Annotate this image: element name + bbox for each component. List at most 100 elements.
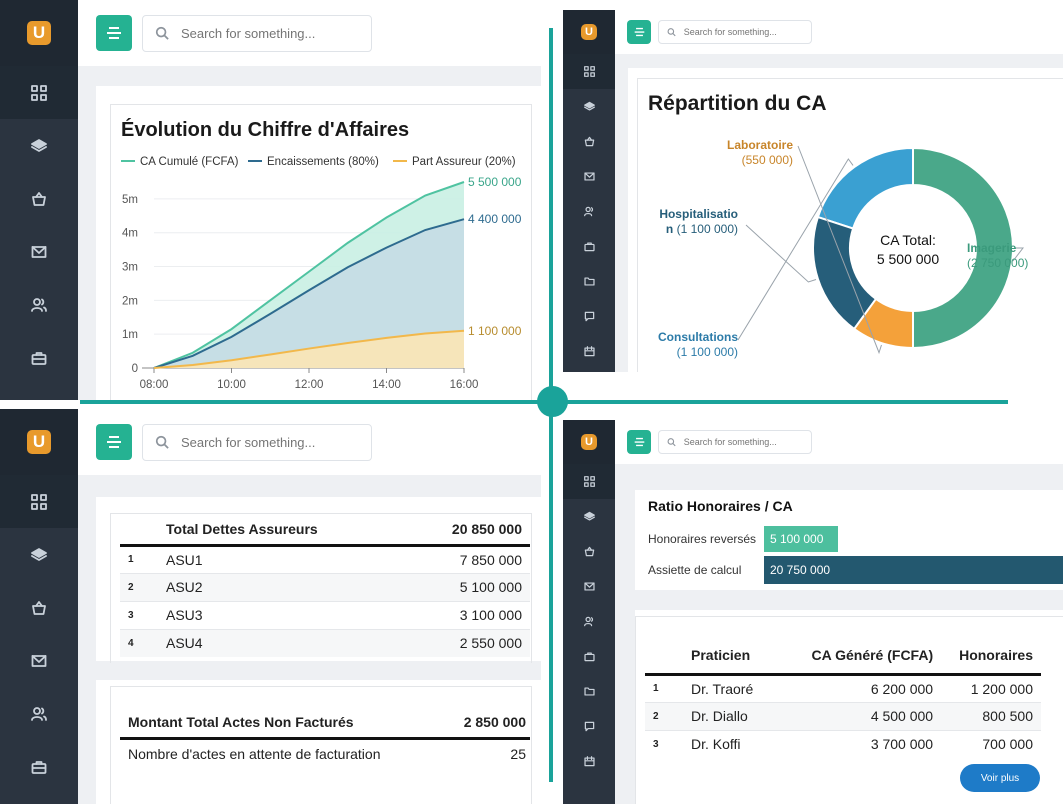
- nav-dashboard[interactable]: [0, 475, 78, 528]
- assureur-amount: 2 550 000: [459, 635, 522, 652]
- nav-users[interactable]: [0, 278, 78, 331]
- table-row: Nombre d'actes en attente de facturation…: [120, 738, 530, 768]
- nav-users[interactable]: [563, 604, 615, 639]
- nav-basket[interactable]: [0, 172, 78, 225]
- nav-mail[interactable]: [563, 159, 615, 194]
- sidebar: U: [0, 409, 78, 804]
- search-input[interactable]: [683, 437, 803, 447]
- table-row: 3 Dr. Koffi 3 700 000 700 000: [645, 730, 1041, 758]
- nav-dashboard[interactable]: [0, 66, 78, 119]
- table-row: 2 Dr. Diallo 4 500 000 800 500: [645, 702, 1041, 730]
- assureur-amount: 7 850 000: [459, 551, 522, 568]
- menu-toggle-button[interactable]: [627, 20, 651, 44]
- logo-area[interactable]: U: [0, 0, 78, 66]
- x-tick-label: 12:00: [295, 379, 324, 391]
- sidebar: U: [0, 0, 78, 400]
- menu-toggle-button[interactable]: [627, 430, 651, 454]
- nav-layers[interactable]: [563, 499, 615, 534]
- nav-mail[interactable]: [0, 225, 78, 278]
- briefcase-icon: [31, 351, 47, 365]
- nav-users[interactable]: [563, 194, 615, 229]
- basket-icon: [584, 136, 594, 147]
- sidebar: U: [563, 10, 615, 372]
- y-tick-label: 5m: [122, 194, 138, 206]
- dettes-frame: [110, 513, 532, 663]
- nav-users[interactable]: [0, 687, 78, 740]
- folder-icon: [583, 687, 595, 696]
- nav-mail[interactable]: [0, 634, 78, 687]
- dettes-card: Total Dettes Assureurs 20 850 000 1 ASU1 7…: [96, 497, 541, 663]
- search-icon: [667, 28, 676, 37]
- praticien-header: Praticien: [691, 647, 751, 664]
- search-input[interactable]: [180, 434, 359, 450]
- nav-layers[interactable]: [0, 119, 78, 172]
- search-input[interactable]: [180, 25, 359, 41]
- nav-layers[interactable]: [563, 89, 615, 124]
- nav-folder[interactable]: [563, 264, 615, 299]
- nav-calendar[interactable]: [563, 334, 615, 369]
- topbar: [615, 10, 1063, 54]
- logo-area[interactable]: U: [563, 10, 615, 54]
- ratio-row: Assiette de calcul 20 750 000: [648, 556, 1063, 584]
- nav-folder[interactable]: [563, 674, 615, 709]
- dashboard-icon: [583, 476, 595, 487]
- donut-slice: [852, 297, 914, 350]
- nav-briefcase[interactable]: [563, 639, 615, 674]
- actes-card: Montant Total Actes Non Facturés 2 850 0…: [96, 680, 541, 804]
- ratio-bar-track: 20 750 000: [764, 556, 1063, 584]
- logo-area[interactable]: U: [563, 420, 615, 464]
- honoraires-header: Honoraires: [959, 647, 1033, 664]
- nav-layers[interactable]: [0, 528, 78, 581]
- nav-briefcase[interactable]: [0, 740, 78, 793]
- label-hospitalisation-value: (1 100 000): [676, 222, 738, 236]
- label-hospitalisation-name: Hospitalisatio: [659, 207, 738, 221]
- praticien-name: Dr. Traoré: [691, 680, 754, 697]
- chart-title: Évolution du Chiffre d'Affaires: [121, 118, 409, 141]
- search-input[interactable]: [683, 27, 803, 37]
- label-laboratoire-name: Laboratoire: [726, 138, 793, 152]
- ca-evolution-chart: Évolution du Chiffre d'Affaires CA Cumulé…: [121, 118, 522, 391]
- y-tick-label: 3m: [122, 262, 138, 274]
- nav-chat[interactable]: [563, 709, 615, 744]
- search-bar[interactable]: [142, 14, 372, 52]
- nav-briefcase[interactable]: [0, 331, 78, 384]
- ratio-row: Honoraires reversés 5 100 000: [648, 526, 1063, 552]
- topbar: [78, 0, 541, 66]
- dettes-total-value: 20 850 000: [451, 520, 522, 537]
- leader-line: [745, 224, 817, 283]
- leader-line: [1012, 247, 1025, 262]
- series-line: [153, 181, 465, 369]
- chat-icon: [584, 311, 594, 322]
- calendar-icon: [583, 756, 595, 767]
- nav-basket[interactable]: [563, 124, 615, 159]
- index-header: [645, 638, 691, 674]
- nav-dashboard[interactable]: [563, 464, 615, 499]
- assureur-amount: 5 100 000: [459, 579, 522, 595]
- voir-plus-button[interactable]: Voir plus: [960, 764, 1040, 792]
- nav-chat[interactable]: [563, 299, 615, 334]
- ca-header: CA Généré (FCFA): [811, 647, 934, 664]
- nav-dashboard[interactable]: [563, 54, 615, 89]
- dettes-total-label: Total Dettes Assureurs: [166, 520, 318, 537]
- nav-calendar[interactable]: [563, 744, 615, 779]
- y-tick-label: 4m: [122, 228, 138, 240]
- search-bar[interactable]: [658, 430, 812, 454]
- menu-toggle-button[interactable]: [96, 15, 132, 51]
- nav-mail[interactable]: [563, 569, 615, 604]
- nav-briefcase[interactable]: [563, 229, 615, 264]
- briefcase-icon: [583, 652, 595, 662]
- logo-area[interactable]: U: [0, 409, 78, 475]
- row-index: 4: [128, 637, 134, 649]
- label-consultations: Consultations (1 100 000): [638, 330, 738, 360]
- search-bar[interactable]: [142, 423, 372, 461]
- nav-basket[interactable]: [0, 581, 78, 634]
- donut-slice: [912, 146, 1014, 350]
- label-laboratoire-value: (550 000): [741, 153, 793, 167]
- ratio-bar-value: 5 100 000: [770, 532, 824, 546]
- leader-line: [797, 145, 882, 355]
- briefcase-icon: [583, 242, 595, 252]
- dashboard-icon: [31, 493, 47, 510]
- search-bar[interactable]: [658, 20, 812, 44]
- menu-toggle-button[interactable]: [96, 424, 132, 460]
- nav-basket[interactable]: [563, 534, 615, 569]
